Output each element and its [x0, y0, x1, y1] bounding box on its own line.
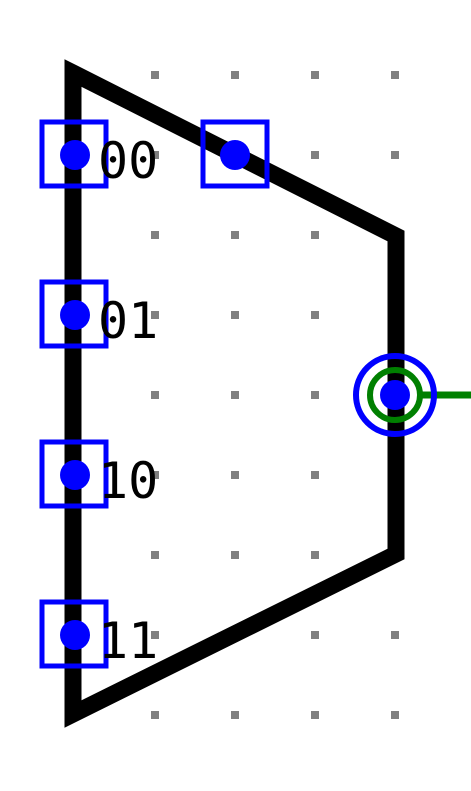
grid-dot	[311, 231, 319, 239]
grid-dot	[151, 311, 159, 319]
output-ring-outer[interactable]	[353, 353, 437, 437]
pin-dot	[60, 620, 90, 650]
input-label-11: 11	[98, 612, 158, 670]
mux-body	[64, 59, 405, 728]
grid-dot	[231, 71, 239, 79]
grid-dot	[231, 471, 239, 479]
grid-dot	[311, 311, 319, 319]
pin-dot	[60, 140, 90, 170]
grid-dot	[391, 631, 399, 639]
input-pin-01[interactable]: 01	[39, 279, 158, 350]
output-ring-inner	[367, 367, 423, 423]
input-pin-10[interactable]: 10	[39, 439, 158, 510]
pin-box[interactable]	[39, 439, 109, 509]
select-pin-box[interactable]	[200, 119, 270, 189]
grid-dot	[231, 311, 239, 319]
grid-dot	[391, 711, 399, 719]
grid-dot	[311, 711, 319, 719]
grid-dot	[391, 151, 399, 159]
grid-dot	[311, 471, 319, 479]
grid-dot	[151, 711, 159, 719]
grid-dot	[151, 631, 159, 639]
grid-dot	[231, 231, 239, 239]
grid-dot	[151, 71, 159, 79]
output-pin-icon	[380, 380, 410, 410]
grid-dot	[151, 551, 159, 559]
grid-dot	[231, 711, 239, 719]
select-pin[interactable]	[200, 119, 270, 189]
grid-dot	[151, 391, 159, 399]
pin-box[interactable]	[39, 119, 109, 189]
grid-dot	[311, 631, 319, 639]
grid-dot	[311, 71, 319, 79]
grid-dot	[231, 551, 239, 559]
input-label-00: 00	[98, 132, 158, 190]
pin-dot	[60, 460, 90, 490]
output-pin[interactable]	[353, 353, 437, 437]
pin-box[interactable]	[39, 599, 109, 669]
grid-dot	[151, 151, 159, 159]
input-label-01: 01	[98, 292, 158, 350]
input-label-10: 10	[98, 452, 158, 510]
input-pin-11[interactable]: 11	[39, 599, 158, 670]
pin-box[interactable]	[39, 279, 109, 349]
grid-dot	[311, 391, 319, 399]
grid-dot	[231, 391, 239, 399]
grid-dot	[151, 471, 159, 479]
grid-dot	[311, 151, 319, 159]
pin-dot	[60, 300, 90, 330]
grid-dot	[391, 71, 399, 79]
select-pin-icon	[220, 140, 250, 170]
grid-dot	[311, 551, 319, 559]
input-pin-00[interactable]: 00	[39, 119, 158, 190]
grid-dot	[151, 231, 159, 239]
